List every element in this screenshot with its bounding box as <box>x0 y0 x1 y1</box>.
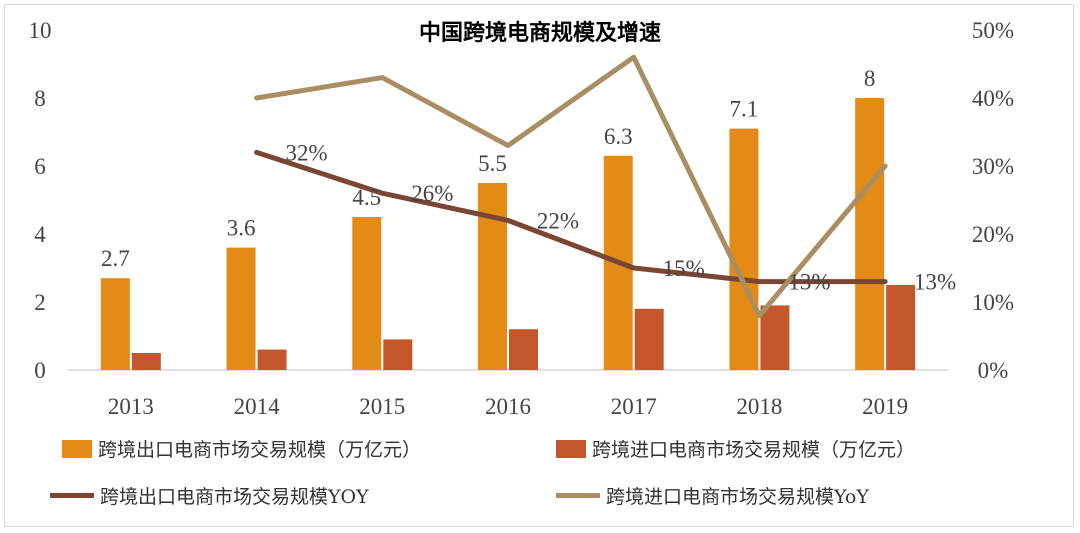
bar-0-2018 <box>729 128 759 370</box>
bar-1-2016 <box>509 329 538 370</box>
y-tick-label: 0 <box>34 358 46 383</box>
y2-tick-label: 10% <box>972 290 1014 315</box>
bar-1-2014 <box>257 349 287 370</box>
x-tick-label: 2014 <box>234 394 281 419</box>
bar-data-label: 4.5 <box>352 185 381 210</box>
y-tick-label: 6 <box>34 154 46 179</box>
x-tick-label: 2019 <box>862 394 908 419</box>
legend-swatch-import-volume <box>556 439 586 458</box>
line-data-label: 13% <box>788 270 830 295</box>
bar-1-2013 <box>131 353 161 370</box>
bar-0-2013 <box>100 278 130 370</box>
line-series-1 <box>254 54 888 319</box>
line-data-label: 26% <box>411 181 453 206</box>
legend-import-volume: 跨境进口电商市场交易规模（万亿元） <box>556 435 915 462</box>
x-tick-label: 2018 <box>736 394 782 419</box>
y2-tick-label: 40% <box>972 86 1014 111</box>
bar-data-label: 5.5 <box>478 151 507 176</box>
legend-label-import-volume: 跨境进口电商市场交易规模（万亿元） <box>592 439 916 461</box>
legend-label-import-yoy: 跨境进口电商市场交易规模YoY <box>606 486 869 508</box>
legend-label-export-yoy: 跨境出口电商市场交易规模YOY <box>100 486 369 508</box>
bar-0-2019 <box>855 98 885 370</box>
x-tick-label: 2017 <box>611 394 657 419</box>
bar-1-2017 <box>634 308 664 370</box>
chart-frame <box>4 4 1074 527</box>
legend-export-volume: 跨境出口电商市场交易规模（万亿元） <box>62 435 421 462</box>
bar-1-2019 <box>886 285 916 370</box>
legend-label-export-volume: 跨境出口电商市场交易规模（万亿元） <box>98 439 422 461</box>
bar-data-label: 8 <box>864 66 876 91</box>
legend-swatch-export-yoy <box>50 493 94 498</box>
y2-tick-label: 20% <box>972 222 1014 247</box>
line-series-0 <box>254 149 888 285</box>
y-tick-label: 8 <box>34 86 46 111</box>
chart-title: 中国跨境电商规模及增速 <box>419 20 661 46</box>
bar-1-2015 <box>383 339 413 370</box>
bar-0-2015 <box>352 217 382 370</box>
line-data-label: 13% <box>914 270 956 295</box>
line-data-label: 15% <box>663 256 705 281</box>
legend-swatch-import-yoy <box>556 493 600 498</box>
line-data-label: 32% <box>285 140 327 165</box>
x-tick-label: 2015 <box>359 394 405 419</box>
y2-tick-label: 50% <box>972 18 1014 43</box>
legend-swatch-export-volume <box>62 439 92 458</box>
x-tick-label: 2013 <box>108 394 154 419</box>
y-tick-label: 4 <box>34 222 46 247</box>
legend-export-yoy: 跨境出口电商市场交易规模YOY <box>50 482 369 509</box>
y-tick-label: 2 <box>34 290 46 315</box>
bar-data-label: 6.3 <box>604 124 633 149</box>
bar-data-label: 7.1 <box>730 97 759 122</box>
bar-0-2016 <box>478 183 507 370</box>
bar-data-label: 2.7 <box>101 246 130 271</box>
bar-1-2018 <box>760 305 790 370</box>
legend-import-yoy: 跨境进口电商市场交易规模YoY <box>556 482 869 509</box>
y2-tick-label: 30% <box>972 154 1014 179</box>
line-data-label: 22% <box>537 208 579 233</box>
y-tick-label: 10 <box>29 18 52 43</box>
y2-tick-label: 0% <box>978 358 1009 383</box>
bar-data-label: 3.6 <box>227 216 256 241</box>
x-tick-label: 2016 <box>485 394 531 419</box>
bar-0-2014 <box>226 247 256 370</box>
